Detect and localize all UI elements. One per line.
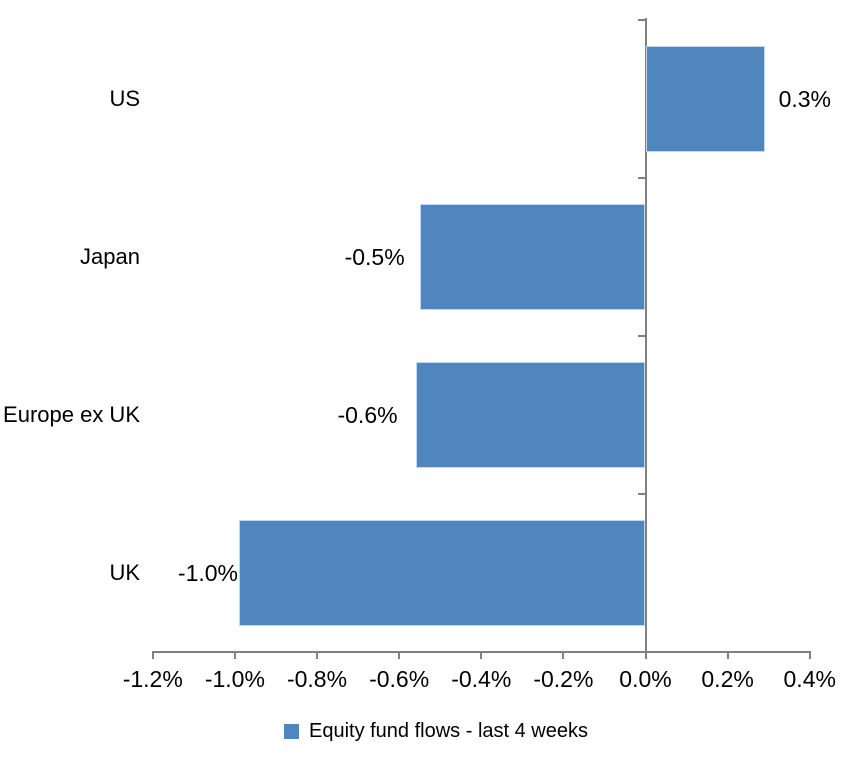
zero-baseline [644,18,647,652]
bar-uk [239,520,646,627]
legend-label: Equity fund flows - last 4 weeks [308,720,588,742]
category-axis-tick [637,335,646,338]
category-label-europe-ex-uk: Europe ex UK [3,402,140,428]
data-label-us: 0.3% [778,86,831,113]
category-axis-tick [637,177,646,180]
data-label-japan: -0.5% [344,244,405,271]
bar-us [645,46,765,153]
value-axis-tick [151,650,154,659]
category-axis-tick [637,493,646,496]
value-axis-tick-label: -0.4% [451,666,512,692]
bar-japan [419,204,646,311]
value-axis-tick-label: -0.2% [533,666,594,692]
value-axis-tick-label: 0.0% [619,666,672,692]
value-axis-tick-label: -0.6% [369,666,430,692]
value-axis-tick [398,650,401,659]
value-axis-tick [480,650,483,659]
legend: Equity fund flows - last 4 weeks [10,716,852,746]
value-axis-tick [644,650,647,659]
category-axis-tick [637,19,646,21]
value-axis-tick-label: -0.8% [286,666,348,692]
data-label-uk: -1.0% [177,560,239,587]
value-axis-tick-label: -1.0% [204,666,265,692]
category-label-uk: UK [109,560,140,586]
value-axis-tick-label: 0.4% [783,666,836,692]
value-axis-tick [726,650,729,659]
category-label-us: US [109,86,140,112]
value-axis-tick-label: -1.2% [122,666,183,692]
value-axis-tick [233,650,236,659]
bar-europe-ex-uk [415,362,646,469]
value-axis-tick [562,650,565,659]
legend-marker-icon [283,723,299,739]
value-axis-tick [316,650,319,659]
category-label-japan: Japan [80,244,140,270]
value-axis-tick-label: 0.2% [701,666,754,692]
value-axis-tick [808,650,811,659]
data-label-europe-ex-uk: -0.6% [337,402,398,429]
